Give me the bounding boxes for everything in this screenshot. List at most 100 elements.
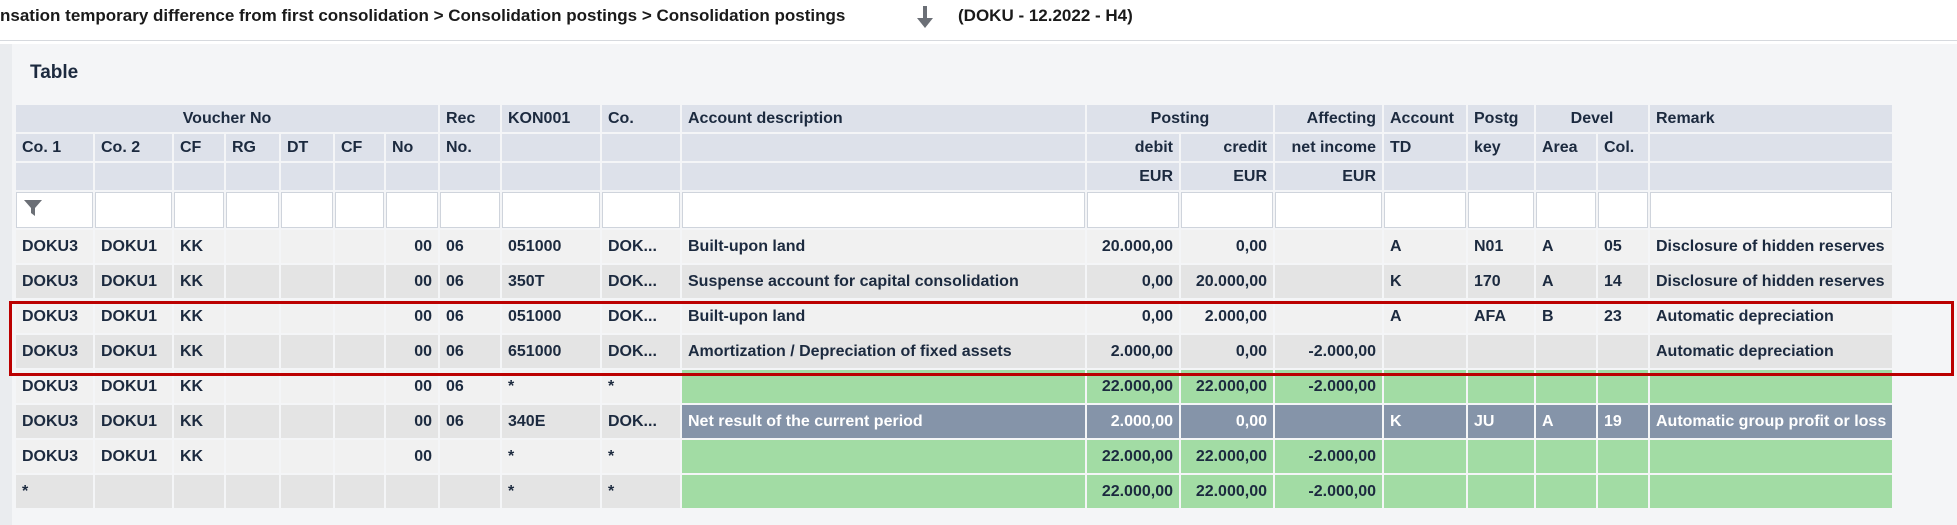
filter-funnel-icon[interactable] (23, 199, 43, 217)
cell-col: 19 (1598, 405, 1648, 438)
table-row[interactable]: DOKU3 DOKU1 KK 00 06 340E DOK... Net result of … (16, 405, 1893, 438)
header-rec-no[interactable]: No. (440, 134, 500, 161)
header-dt[interactable]: DT (281, 134, 333, 161)
cell-cf: KK (174, 370, 224, 403)
cell-no: 00 (386, 370, 438, 403)
filter-cell[interactable] (1087, 192, 1179, 228)
table-row[interactable]: DOKU3 DOKU1 KK 00 06 651000 DOK... Amortization… (16, 335, 1893, 368)
cell-rg (226, 300, 279, 333)
header-cf[interactable]: CF (174, 134, 224, 161)
filter-cell[interactable] (226, 192, 279, 228)
cell-remark: Automatic group profit or loss (1650, 405, 1893, 438)
header-remark[interactable]: Remark (1650, 105, 1893, 132)
filter-cell[interactable] (1384, 192, 1466, 228)
header-affecting: Affecting (1275, 105, 1382, 132)
header-credit[interactable]: credit (1181, 134, 1273, 161)
cell-co2: DOKU1 (95, 405, 172, 438)
cell-credit: 22.000,00 (1181, 475, 1273, 508)
header-posting: Posting (1087, 105, 1273, 132)
header-co1[interactable]: Co. 1 (16, 134, 93, 161)
header-co[interactable]: Co. (602, 105, 680, 132)
cell-col: 23 (1598, 300, 1648, 333)
filter-cell[interactable] (1536, 192, 1596, 228)
table-row[interactable]: DOKU3 DOKU1 KK 00 06 350T DOK... Suspense accou… (16, 265, 1893, 298)
cell-co: DOK... (602, 265, 680, 298)
cell-cf2 (335, 335, 384, 368)
cell-cf2 (335, 405, 384, 438)
table-row[interactable]: DOKU3 DOKU1 KK 00 06 051000 DOK... Built-upon l… (16, 300, 1893, 333)
cell-cf2 (335, 300, 384, 333)
cell-co2 (95, 475, 172, 508)
cell-credit: 2.000,00 (1181, 300, 1273, 333)
cell-col (1598, 475, 1648, 508)
filter-cell[interactable] (174, 192, 224, 228)
filter-cell[interactable] (1275, 192, 1382, 228)
cell-rec: 06 (440, 300, 500, 333)
cell-no: 00 (386, 230, 438, 263)
header-co2[interactable]: Co. 2 (95, 134, 172, 161)
arrow-down-icon[interactable] (914, 4, 936, 32)
filter-cell[interactable] (682, 192, 1085, 228)
header-td[interactable]: TD (1384, 134, 1466, 161)
header-key[interactable]: key (1468, 134, 1534, 161)
cell-kon: * (502, 370, 600, 403)
cell-cf: KK (174, 405, 224, 438)
filter-cell[interactable] (1468, 192, 1534, 228)
table-row[interactable]: * * * 22.000,00 22.000,00 -2.000,00 (16, 475, 1893, 508)
filter-cell[interactable] (1598, 192, 1648, 228)
cell-rec (440, 440, 500, 473)
filter-cell[interactable] (386, 192, 438, 228)
header-kon001[interactable]: KON001 (502, 105, 600, 132)
cell-co: * (602, 475, 680, 508)
filter-cell[interactable] (281, 192, 333, 228)
header-area[interactable]: Area (1536, 134, 1596, 161)
cell-kon: * (502, 440, 600, 473)
header-net-income[interactable]: net income (1275, 134, 1382, 161)
breadcrumb-bar: nsation temporary difference from first … (0, 0, 1957, 41)
filter-cell[interactable] (1181, 192, 1273, 228)
cell-debit: 22.000,00 (1087, 370, 1179, 403)
cell-rg (226, 265, 279, 298)
header-debit-currency: EUR (1087, 163, 1179, 190)
cell-remark: Disclosure of hidden reserves (1650, 265, 1893, 298)
header-rg[interactable]: RG (226, 134, 279, 161)
cell-key: JU (1468, 405, 1534, 438)
filter-cell[interactable] (16, 192, 93, 228)
cell-rg (226, 475, 279, 508)
cell-rg (226, 230, 279, 263)
cell-co1: DOKU3 (16, 405, 93, 438)
header-no[interactable]: No (386, 134, 438, 161)
cell-key (1468, 335, 1534, 368)
filter-cell[interactable] (1650, 192, 1893, 228)
header-account-description[interactable]: Account description (682, 105, 1085, 132)
header-devel: Devel (1536, 105, 1648, 132)
cell-credit: 0,00 (1181, 230, 1273, 263)
table-row[interactable]: DOKU3 DOKU1 KK 00 06 051000 DOK... Built-upon l… (16, 230, 1893, 263)
cell-dt (281, 475, 333, 508)
cell-aff (1275, 230, 1382, 263)
cell-desc (682, 370, 1085, 403)
cell-co2: DOKU1 (95, 265, 172, 298)
header-col[interactable]: Col. (1598, 134, 1648, 161)
cell-aff: -2.000,00 (1275, 440, 1382, 473)
header-debit[interactable]: debit (1087, 134, 1179, 161)
cell-dt (281, 440, 333, 473)
cell-aff: -2.000,00 (1275, 475, 1382, 508)
filter-cell[interactable] (440, 192, 500, 228)
filter-cell[interactable] (95, 192, 172, 228)
filter-cell[interactable] (335, 192, 384, 228)
cell-rg (226, 440, 279, 473)
header-cf2[interactable]: CF (335, 134, 384, 161)
cell-no: 00 (386, 440, 438, 473)
panel-title: Table (30, 62, 79, 83)
cell-desc: Net result of the current period (682, 405, 1085, 438)
cell-remark (1650, 440, 1893, 473)
cell-dt (281, 230, 333, 263)
table-row[interactable]: DOKU3 DOKU1 KK 00 06 * * 22.000,00 22.000,00 -2.0… (16, 370, 1893, 403)
filter-cell[interactable] (502, 192, 600, 228)
table-row[interactable]: DOKU3 DOKU1 KK 00 * * 22.000,00 22.000,00 -2.000… (16, 440, 1893, 473)
breadcrumb[interactable]: nsation temporary difference from first … (0, 6, 846, 25)
cell-aff (1275, 405, 1382, 438)
filter-cell[interactable] (602, 192, 680, 228)
cell-cf2 (335, 370, 384, 403)
